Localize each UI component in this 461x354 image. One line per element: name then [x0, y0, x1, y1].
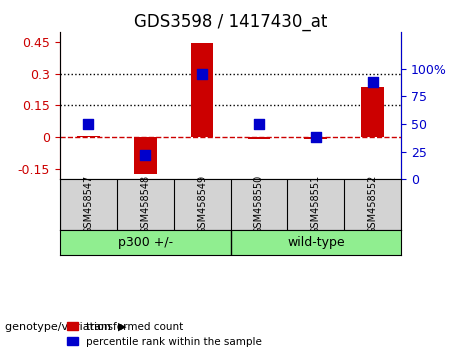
Point	[198, 72, 206, 77]
Point	[142, 152, 149, 158]
Text: GSM458552: GSM458552	[367, 175, 378, 234]
Text: GSM458547: GSM458547	[83, 175, 94, 234]
Text: GSM458549: GSM458549	[197, 175, 207, 234]
Point	[369, 79, 376, 85]
Legend: transformed count, percentile rank within the sample: transformed count, percentile rank withi…	[65, 319, 264, 349]
Bar	[361, 87, 384, 137]
Text: GSM458550: GSM458550	[254, 175, 264, 234]
Text: GSM458551: GSM458551	[311, 175, 321, 234]
Bar	[134, 137, 157, 174]
Title: GDS3598 / 1417430_at: GDS3598 / 1417430_at	[134, 13, 327, 30]
Point	[312, 134, 319, 140]
Text: p300 +/-: p300 +/-	[118, 236, 173, 249]
Point	[255, 121, 263, 127]
Text: GSM458548: GSM458548	[140, 175, 150, 234]
Bar	[248, 137, 270, 139]
Bar	[191, 44, 213, 137]
Text: genotype/variation  ▶: genotype/variation ▶	[5, 322, 126, 332]
Text: wild-type: wild-type	[287, 236, 344, 249]
Bar	[304, 137, 327, 139]
Bar	[77, 136, 100, 137]
Point	[85, 121, 92, 127]
